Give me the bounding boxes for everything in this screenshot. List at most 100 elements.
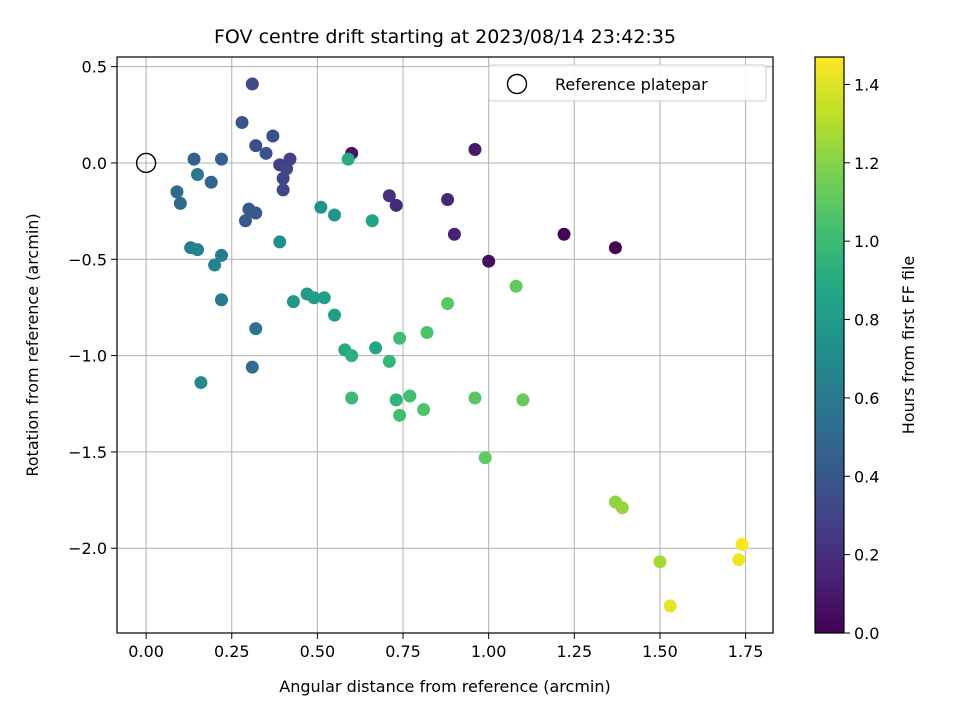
data-point [249,322,263,336]
data-point [235,115,249,129]
data-point [608,241,622,255]
colorbar-tick-label: 0.0 [854,624,879,643]
data-point [516,393,530,407]
data-point [369,341,383,355]
data-point [317,291,331,305]
legend-label: Reference platepar [555,75,708,94]
data-point [208,258,222,272]
plot-frame [116,56,774,634]
colorbar-label: Hours from first FF file [899,256,918,435]
y-tick-label: −1.0 [68,347,107,366]
colorbar-frame [814,56,845,634]
data-point [663,599,677,613]
data-point [393,331,407,345]
data-point [389,393,403,407]
data-point [478,451,492,465]
x-tick-label: 0.00 [128,642,164,661]
data-point [393,408,407,422]
data-point [557,227,571,241]
data-point [328,308,342,322]
data-point [187,152,201,166]
y-tick-label: −2.0 [68,539,107,558]
data-points [170,77,749,613]
y-tick-label: 0.5 [82,58,107,77]
data-point [365,214,379,228]
colorbar-tick-label: 0.6 [854,389,879,408]
data-point [732,553,746,567]
data-point [341,152,355,166]
chart-title: FOV centre drift starting at 2023/08/14 … [214,26,676,48]
data-point [249,139,263,153]
colorbar-tick-label: 0.8 [854,311,879,330]
data-point [276,183,290,197]
data-point [345,349,359,363]
data-point [204,175,218,189]
data-point [266,129,280,143]
data-point [314,200,328,214]
data-point [441,193,455,207]
data-point [170,185,184,199]
data-point [382,354,396,368]
data-point [194,376,208,390]
colorbar-tick-label: 1.2 [854,154,879,173]
y-tick-label: 0.0 [82,154,107,173]
colorbar-tick-label: 0.2 [854,546,879,565]
data-point [389,198,403,212]
grid-lines [117,57,773,633]
data-point [245,360,259,374]
data-point [173,196,187,210]
x-tick-label: 0.75 [385,642,421,661]
colorbar-tick-label: 1.4 [854,75,879,94]
data-point [191,243,205,257]
y-axis-label: Rotation from reference (arcmin) [23,213,42,476]
data-point [276,171,290,185]
data-point [214,248,228,262]
data-point [441,297,455,311]
x-axis-label: Angular distance from reference (arcmin) [279,677,610,696]
data-point [214,152,228,166]
legend-open-circle-marker [506,73,528,95]
legend: Reference platepar [488,64,767,102]
legend-box [488,64,767,102]
data-point [307,291,321,305]
data-point [382,189,396,203]
data-point [482,254,496,268]
x-axis-ticks: 0.00 0.25 0.50 0.75 1.00 1.25 1.50 1.75 [128,633,763,661]
data-point [735,537,749,551]
data-point [653,555,667,569]
x-tick-label: 0.50 [300,642,336,661]
data-point [417,403,431,417]
data-point [468,391,482,405]
data-point [273,235,287,249]
data-point [286,295,300,309]
reference-platepar-marker [135,152,157,174]
data-point [191,168,205,182]
data-point [214,293,228,307]
data-point [447,227,461,241]
data-point [238,214,252,228]
colorbar-tick-label: 1.0 [854,232,879,251]
y-axis-ticks: 0.5 0.0 −0.5 −1.0 −1.5 −2.0 [68,58,117,558]
data-point [345,391,359,405]
colorbar: 0.0 0.2 0.4 0.6 0.8 1.0 1.2 1.4 Hours from firs… [814,56,918,643]
data-point [509,279,523,293]
data-point [468,142,482,156]
x-tick-label: 1.50 [642,642,678,661]
x-tick-label: 0.25 [214,642,250,661]
colorbar-tick-label: 0.4 [854,467,879,486]
data-point [259,146,273,160]
x-tick-label: 1.75 [728,642,764,661]
reference-marker [135,152,157,174]
x-tick-label: 1.00 [471,642,507,661]
data-point [328,208,342,222]
data-point [403,389,417,403]
data-point [245,77,259,91]
data-point [615,501,629,515]
data-point [420,325,434,339]
data-point [249,206,263,220]
y-tick-label: −1.5 [68,443,107,462]
x-tick-label: 1.25 [557,642,593,661]
colorbar-ticks: 0.0 0.2 0.4 0.6 0.8 1.0 1.2 1.4 [844,75,879,643]
y-tick-label: −0.5 [68,250,107,269]
